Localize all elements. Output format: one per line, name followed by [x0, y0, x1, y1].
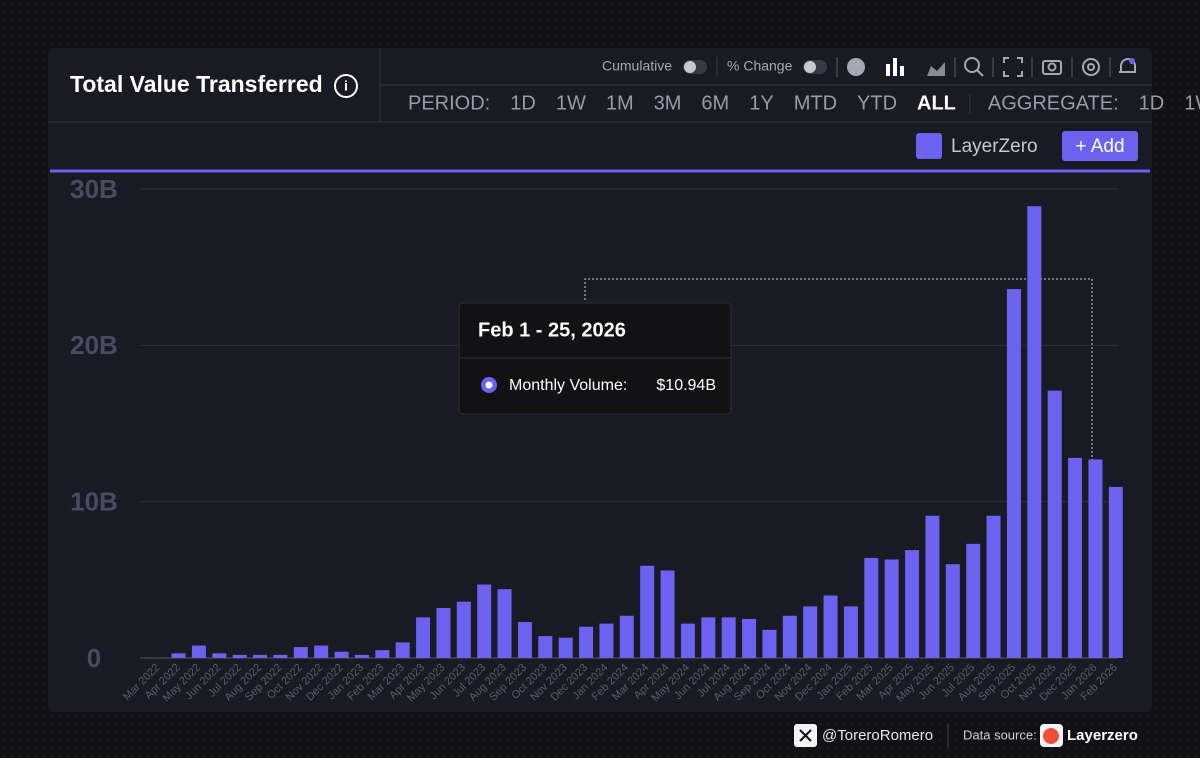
- y-tick-label: 30B: [70, 174, 118, 204]
- bar: [293, 647, 308, 658]
- tooltip-title: Feb 1 - 25, 2026: [478, 319, 626, 341]
- bar: [273, 654, 288, 658]
- period-option[interactable]: MTD: [794, 92, 837, 114]
- toggle: [804, 61, 816, 73]
- bar: [212, 653, 227, 658]
- bar: [905, 550, 920, 658]
- period-option[interactable]: 1M: [606, 92, 634, 114]
- handle: @ToreroRomero: [822, 727, 933, 744]
- bar: [721, 617, 736, 658]
- bar: [823, 595, 838, 658]
- bar: [986, 515, 1001, 658]
- info-icon: i: [344, 78, 348, 94]
- bar: [1047, 390, 1062, 658]
- tooltip-label: Monthly Volume:: [509, 377, 627, 394]
- bar: [1068, 457, 1083, 658]
- bar: [497, 589, 512, 658]
- period-option[interactable]: 1W: [556, 92, 586, 114]
- bar: [742, 618, 757, 658]
- bar: [1027, 206, 1042, 659]
- bar: [232, 654, 247, 658]
- bar: [517, 622, 532, 658]
- y-tick-label: 20B: [70, 330, 118, 360]
- toggle-label: % Change: [727, 58, 793, 74]
- period-option[interactable]: 1Y: [749, 92, 773, 114]
- bar: [375, 650, 390, 658]
- info-icon[interactable]: [334, 74, 358, 98]
- legend-label[interactable]: LayerZero: [951, 136, 1038, 157]
- bar: [334, 651, 349, 658]
- aggregate-option[interactable]: 1D: [1139, 92, 1165, 114]
- bar: [1088, 459, 1103, 658]
- bar: [884, 559, 899, 658]
- bar: [966, 543, 981, 658]
- source-logo: [1043, 728, 1059, 744]
- bar: [640, 565, 655, 658]
- bar: [945, 564, 960, 658]
- bar: [253, 654, 268, 658]
- bar: [599, 623, 614, 658]
- bar: [782, 615, 797, 658]
- y-tick-label: 0: [87, 643, 101, 673]
- bar: [925, 515, 940, 658]
- bar: [191, 645, 206, 658]
- bar: [1006, 289, 1021, 658]
- bar: [1108, 486, 1123, 658]
- crosshair: [584, 278, 1093, 487]
- toggle: [684, 61, 696, 73]
- bar: [171, 653, 186, 658]
- legend-swatch: [916, 133, 942, 159]
- bar: [477, 584, 492, 658]
- toolbar-icons: [836, 57, 1136, 77]
- bar: [579, 626, 594, 658]
- bar: [680, 623, 695, 658]
- bar: [416, 617, 431, 658]
- aggregate-label: AGGREGATE:: [988, 92, 1119, 114]
- bar: [395, 642, 410, 658]
- period-option[interactable]: YTD: [857, 92, 897, 114]
- aggregate-option[interactable]: 1W: [1184, 92, 1200, 114]
- x-icon: [799, 729, 812, 742]
- title: Total Value Transferred: [70, 71, 323, 97]
- bar: [803, 606, 818, 658]
- bar: [619, 615, 634, 658]
- bar: [538, 636, 553, 658]
- source: Layerzero: [1067, 727, 1138, 744]
- period-label: PERIOD:: [408, 92, 490, 114]
- bar: [762, 629, 777, 658]
- period-option[interactable]: ALL: [917, 92, 956, 114]
- bar: [701, 617, 716, 658]
- bar: [843, 606, 858, 658]
- period-option[interactable]: 6M: [701, 92, 729, 114]
- toggle-label: Cumulative: [602, 58, 672, 74]
- bar: [864, 557, 879, 658]
- tooltip-value: $10.94B: [656, 377, 716, 394]
- bar: [456, 601, 471, 658]
- add-button[interactable]: [1062, 131, 1138, 161]
- tooltip-dot: [485, 381, 493, 389]
- bar: [660, 570, 675, 658]
- bar: [436, 607, 451, 658]
- tooltip: Feb 1 - 25, 2026 Monthly Volume: $10.94B: [458, 302, 732, 415]
- period-row: PERIOD: 1D 1W 1M 3M 6M 1Y MTD YTD ALL AGGREGATE: 1D…: [408, 92, 1200, 114]
- bar: [354, 654, 369, 658]
- add-button-label: + Add: [1075, 136, 1124, 157]
- source-label: Data source:: [963, 727, 1037, 742]
- bar: [558, 637, 573, 658]
- period-option[interactable]: 1D: [510, 92, 536, 114]
- bar: [314, 645, 329, 658]
- y-tick-label: 10B: [70, 487, 118, 517]
- period-option[interactable]: 3M: [654, 92, 682, 114]
